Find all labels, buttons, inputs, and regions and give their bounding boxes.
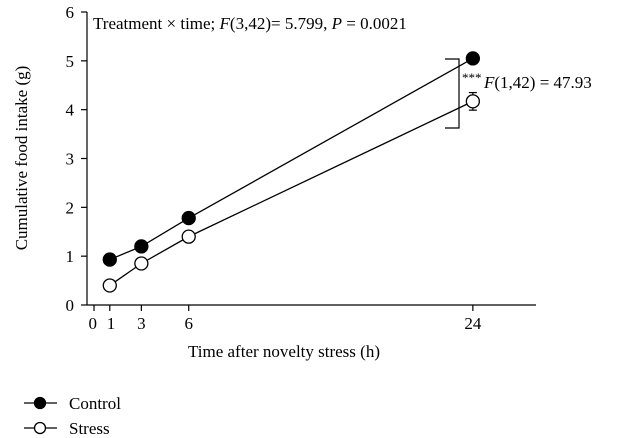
- data-point: [465, 51, 481, 66]
- title-prefix: Treatment × time;: [93, 14, 220, 33]
- legend-item-stress: Stress: [24, 419, 110, 438]
- y-tick-label: 2: [66, 198, 75, 217]
- data-point: [134, 239, 149, 254]
- series-line: [109, 100, 474, 287]
- data-point: [465, 94, 481, 109]
- legend-item-control: Control: [24, 394, 121, 413]
- x-tick-label: 1: [107, 314, 116, 333]
- y-axis: 0 1 2 3 4 5 6: [66, 3, 88, 315]
- y-axis-label: Cumulative food intake (g): [12, 66, 31, 251]
- x-tick-label: 6: [184, 314, 193, 333]
- legend-marker: [33, 421, 47, 435]
- data-point: [134, 256, 149, 271]
- y-tick-label: 3: [66, 150, 75, 169]
- significance-stat-text: (1,42) = 47.93: [494, 73, 591, 92]
- title-p-letter: P: [331, 14, 342, 33]
- series-layer: [102, 51, 481, 293]
- y-tick-label: 0: [66, 296, 75, 315]
- title-stat-letter: F: [219, 14, 231, 33]
- x-axis-label: Time after novelty stress (h): [188, 342, 380, 361]
- x-tick-label: 0: [89, 314, 98, 333]
- data-point: [102, 252, 117, 267]
- significance-stat: F(1,42) = 47.93: [483, 73, 592, 92]
- series-line: [109, 57, 474, 261]
- title-p-value: = 0.0021: [342, 14, 407, 33]
- y-tick-label: 5: [66, 52, 75, 71]
- x-axis: 0 1 3 6 24: [87, 304, 536, 333]
- legend-marker: [33, 396, 47, 410]
- significance-stat-letter: F: [483, 73, 495, 92]
- significance-annotation: *** F(1,42) = 47.93: [445, 58, 592, 129]
- y-tick-label: 4: [66, 101, 75, 120]
- data-point: [102, 278, 117, 293]
- title-stat-args: (3,42)= 5.799,: [230, 14, 332, 33]
- legend-label: Control: [69, 394, 121, 413]
- data-point: [181, 210, 196, 226]
- series-stress: [102, 91, 481, 293]
- chart-title: Treatment × time; F(3,42)= 5.799, P = 0.…: [93, 14, 407, 33]
- x-tick-label: 3: [137, 314, 146, 333]
- y-tick-label: 1: [66, 247, 75, 266]
- series-control: [102, 51, 481, 267]
- significance-bracket: [445, 58, 460, 129]
- significance-stars: ***: [462, 70, 482, 85]
- legend-label: Stress: [69, 419, 110, 438]
- y-tick-label: 6: [66, 3, 75, 22]
- legend: Control Stress: [24, 394, 121, 438]
- data-point: [181, 229, 196, 244]
- x-tick-label: 24: [464, 314, 482, 333]
